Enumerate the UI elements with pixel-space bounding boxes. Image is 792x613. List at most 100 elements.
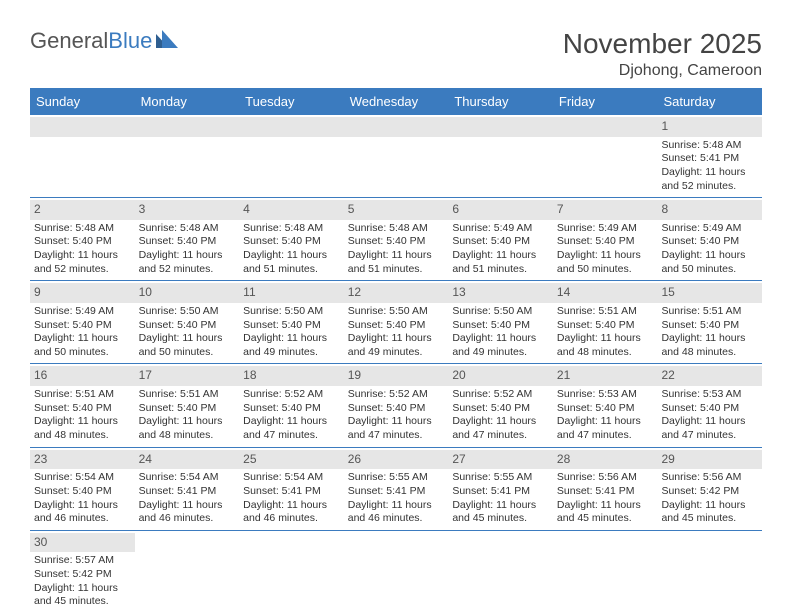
location: Djohong, Cameroon xyxy=(563,62,762,80)
day-number: 28 xyxy=(553,450,658,470)
daylight-line: Daylight: 11 hours and 46 minutes. xyxy=(34,499,131,526)
day-cell: 29Sunrise: 5:56 AMSunset: 5:42 PMDayligh… xyxy=(657,448,762,530)
sunset-line: Sunset: 5:40 PM xyxy=(243,402,340,416)
day-cell: 16Sunrise: 5:51 AMSunset: 5:40 PMDayligh… xyxy=(30,364,135,446)
sunrise-line: Sunrise: 5:52 AM xyxy=(452,388,549,402)
day-number: 22 xyxy=(657,366,762,386)
day-number: 17 xyxy=(135,366,240,386)
day-cell: 10Sunrise: 5:50 AMSunset: 5:40 PMDayligh… xyxy=(135,281,240,363)
day-cell: 14Sunrise: 5:51 AMSunset: 5:40 PMDayligh… xyxy=(553,281,658,363)
daylight-line: Daylight: 11 hours and 49 minutes. xyxy=(243,332,340,359)
empty-day-bar xyxy=(135,117,240,137)
day-header: Friday xyxy=(553,88,658,115)
sunrise-line: Sunrise: 5:49 AM xyxy=(34,305,131,319)
daylight-line: Daylight: 11 hours and 45 minutes. xyxy=(557,499,654,526)
day-cell: 6Sunrise: 5:49 AMSunset: 5:40 PMDaylight… xyxy=(448,198,553,280)
day-cell xyxy=(553,115,658,197)
day-cell: 13Sunrise: 5:50 AMSunset: 5:40 PMDayligh… xyxy=(448,281,553,363)
week-row: 16Sunrise: 5:51 AMSunset: 5:40 PMDayligh… xyxy=(30,364,762,447)
sunrise-line: Sunrise: 5:49 AM xyxy=(452,222,549,236)
week-row: 1Sunrise: 5:48 AMSunset: 5:41 PMDaylight… xyxy=(30,115,762,198)
daylight-line: Daylight: 11 hours and 47 minutes. xyxy=(661,415,758,442)
sunset-line: Sunset: 5:40 PM xyxy=(139,235,236,249)
flag-icon xyxy=(156,28,182,54)
sunrise-line: Sunrise: 5:55 AM xyxy=(348,471,445,485)
sunrise-line: Sunrise: 5:48 AM xyxy=(348,222,445,236)
sunrise-line: Sunrise: 5:50 AM xyxy=(243,305,340,319)
day-number: 8 xyxy=(657,200,762,220)
daylight-line: Daylight: 11 hours and 46 minutes. xyxy=(348,499,445,526)
day-cell: 15Sunrise: 5:51 AMSunset: 5:40 PMDayligh… xyxy=(657,281,762,363)
sunrise-line: Sunrise: 5:54 AM xyxy=(139,471,236,485)
day-number: 10 xyxy=(135,283,240,303)
sunrise-line: Sunrise: 5:48 AM xyxy=(34,222,131,236)
day-cell: 5Sunrise: 5:48 AMSunset: 5:40 PMDaylight… xyxy=(344,198,449,280)
sunset-line: Sunset: 5:40 PM xyxy=(452,235,549,249)
day-number: 20 xyxy=(448,366,553,386)
title-block: November 2025 Djohong, Cameroon xyxy=(563,28,762,80)
day-number: 16 xyxy=(30,366,135,386)
day-header: Wednesday xyxy=(344,88,449,115)
daylight-line: Daylight: 11 hours and 46 minutes. xyxy=(139,499,236,526)
sunrise-line: Sunrise: 5:50 AM xyxy=(139,305,236,319)
day-number: 27 xyxy=(448,450,553,470)
day-cell xyxy=(448,531,553,613)
sunrise-line: Sunrise: 5:56 AM xyxy=(557,471,654,485)
day-cell: 12 Sunrise: 5:50 AMSunset: 5:40 PMDayligh… xyxy=(344,281,449,363)
daylight-line: Daylight: 11 hours and 48 minutes. xyxy=(139,415,236,442)
sunrise-line: Sunrise: 5:51 AM xyxy=(557,305,654,319)
daylight-line: Daylight: 11 hours and 48 minutes. xyxy=(34,415,131,442)
day-number: 26 xyxy=(344,450,449,470)
day-number: 19 xyxy=(344,366,449,386)
day-cell: 17 Sunrise: 5:51 AMSunset: 5:40 PMDayligh… xyxy=(135,364,240,446)
daylight-line: Daylight: 11 hours and 47 minutes. xyxy=(557,415,654,442)
daylight-line: Daylight: 11 hours and 50 minutes. xyxy=(661,249,758,276)
day-cell: 2Sunrise: 5:48 AMSunset: 5:40 PMDaylight… xyxy=(30,198,135,280)
day-cell: 25Sunrise: 5:54 AMSunset: 5:41 PMDayligh… xyxy=(239,448,344,530)
daylight-line: Daylight: 11 hours and 46 minutes. xyxy=(243,499,340,526)
day-cell xyxy=(239,115,344,197)
daylight-line: Daylight: 11 hours and 45 minutes. xyxy=(661,499,758,526)
daylight-line: Daylight: 11 hours and 47 minutes. xyxy=(452,415,549,442)
day-number: 4 xyxy=(239,200,344,220)
header: GeneralBlue November 2025 Djohong, Camer… xyxy=(30,28,762,80)
sunset-line: Sunset: 5:41 PM xyxy=(139,485,236,499)
sunset-line: Sunset: 5:40 PM xyxy=(34,402,131,416)
sunrise-line: Sunrise: 5:50 AM xyxy=(348,305,445,319)
day-cell: 19Sunrise: 5:52 AMSunset: 5:40 PMDayligh… xyxy=(344,364,449,446)
sunrise-line: Sunrise: 5:51 AM xyxy=(139,388,236,402)
week-row: 2Sunrise: 5:48 AMSunset: 5:40 PMDaylight… xyxy=(30,198,762,281)
calendar-body: 1Sunrise: 5:48 AMSunset: 5:41 PMDaylight… xyxy=(30,115,762,613)
sunset-line: Sunset: 5:40 PM xyxy=(661,319,758,333)
sunset-line: Sunset: 5:40 PM xyxy=(557,319,654,333)
sunset-line: Sunset: 5:40 PM xyxy=(557,402,654,416)
daylight-line: Daylight: 11 hours and 49 minutes. xyxy=(348,332,445,359)
daylight-line: Daylight: 11 hours and 50 minutes. xyxy=(139,332,236,359)
sunset-line: Sunset: 5:41 PM xyxy=(243,485,340,499)
week-row: 23Sunrise: 5:54 AMSunset: 5:40 PMDayligh… xyxy=(30,448,762,531)
daylight-line: Daylight: 11 hours and 52 minutes. xyxy=(34,249,131,276)
sunrise-line: Sunrise: 5:49 AM xyxy=(661,222,758,236)
daylight-line: Daylight: 11 hours and 45 minutes. xyxy=(34,582,131,609)
sunset-line: Sunset: 5:40 PM xyxy=(348,235,445,249)
day-cell xyxy=(448,115,553,197)
day-cell xyxy=(135,115,240,197)
day-number: 18 xyxy=(239,366,344,386)
sunset-line: Sunset: 5:41 PM xyxy=(557,485,654,499)
day-number: 2 xyxy=(30,200,135,220)
day-cell xyxy=(135,531,240,613)
sunrise-line: Sunrise: 5:48 AM xyxy=(661,139,758,153)
sunset-line: Sunset: 5:40 PM xyxy=(557,235,654,249)
day-number: 25 xyxy=(239,450,344,470)
empty-day-bar xyxy=(344,117,449,137)
sunset-line: Sunset: 5:40 PM xyxy=(139,402,236,416)
sunset-line: Sunset: 5:40 PM xyxy=(34,485,131,499)
day-number: 13 xyxy=(448,283,553,303)
sunset-line: Sunset: 5:40 PM xyxy=(348,319,445,333)
day-number: 12 xyxy=(344,283,449,303)
empty-day-bar xyxy=(239,117,344,137)
day-cell xyxy=(657,531,762,613)
day-number: 21 xyxy=(553,366,658,386)
day-number: 3 xyxy=(135,200,240,220)
day-cell: 1Sunrise: 5:48 AMSunset: 5:41 PMDaylight… xyxy=(657,115,762,197)
